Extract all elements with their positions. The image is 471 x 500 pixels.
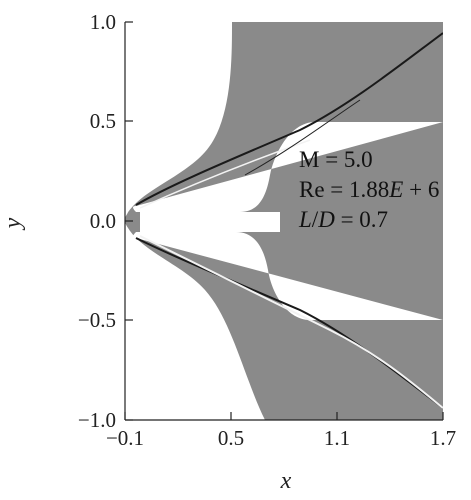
channel-gap <box>140 212 280 232</box>
annotation-block: M = 5.0 Re = 1.88E + 6 L/D = 0.7 <box>298 147 439 232</box>
schlieren-image <box>125 22 443 420</box>
ld-slash: / <box>312 207 319 232</box>
lower-body <box>133 232 443 320</box>
x-tick-label: 0.5 <box>218 426 244 450</box>
lower-shock-dark <box>135 237 443 409</box>
ld-value: = 0.7 <box>335 207 388 232</box>
y-axis-title: y <box>0 217 26 230</box>
ld-l: L <box>298 207 312 232</box>
upper-shock-light <box>139 139 311 209</box>
x-tick-label: −0.1 <box>106 426 144 450</box>
reynolds-annotation: Re = 1.88E + 6 <box>299 177 439 202</box>
y-tick-label: 1.0 <box>90 10 116 34</box>
mach-annotation: M = 5.0 <box>299 147 373 172</box>
upper-body <box>133 122 443 212</box>
upper-shock-dark <box>135 32 443 206</box>
reynolds-prefix: Re = 1.88 <box>299 177 389 202</box>
y-tick-label: 0.5 <box>90 109 116 133</box>
y-tick-label: 0.0 <box>90 209 116 233</box>
reynolds-suffix: + 6 <box>403 177 439 202</box>
ld-annotation: L/D = 0.7 <box>298 207 388 232</box>
lower-shock-light <box>139 235 443 409</box>
ld-d: D <box>317 207 335 232</box>
y-tick-label: −1.0 <box>78 408 116 432</box>
x-ticks: −0.1 0.5 1.1 1.7 <box>106 412 456 450</box>
x-tick-label: 1.1 <box>324 426 350 450</box>
y-ticks: 1.0 0.5 0.0 −0.5 −1.0 <box>78 10 133 432</box>
upper-shear-line <box>244 99 361 176</box>
flow-region <box>125 22 443 420</box>
x-axis-title: x <box>280 468 292 494</box>
reynolds-e: E <box>388 177 403 202</box>
x-tick-label: 1.7 <box>430 426 456 450</box>
y-tick-label: −0.5 <box>78 308 116 332</box>
